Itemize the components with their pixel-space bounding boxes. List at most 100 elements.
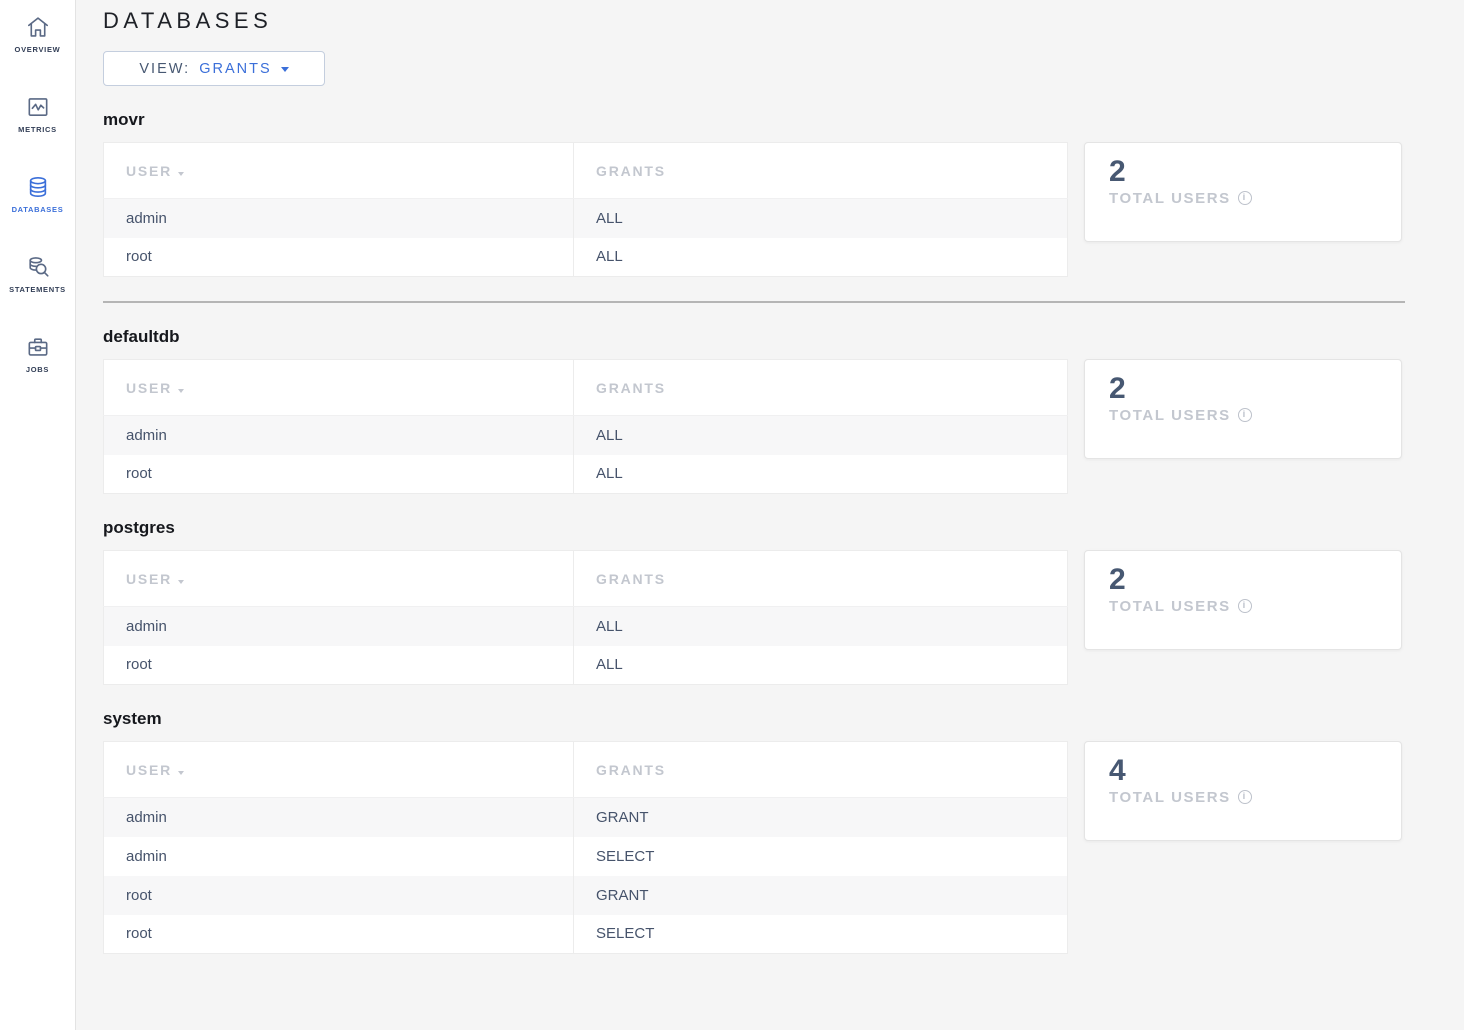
user-column-header[interactable]: USER	[103, 142, 574, 199]
grants-table: USER GRANTS admin ALL root ALL	[103, 142, 1068, 277]
info-icon[interactable]: i	[1237, 408, 1252, 422]
total-users-count: 4	[1109, 754, 1126, 787]
user-cell: admin	[103, 415, 574, 455]
grants-column-header: GRANTS	[573, 142, 1068, 199]
view-selector-value: GRANTS	[199, 60, 272, 77]
sidebar-item-label: STATEMENTS	[9, 285, 66, 294]
sidebar-item-jobs[interactable]: JOBS	[0, 328, 75, 408]
sidebar: OVERVIEW METRICS DATABASES	[0, 0, 76, 1030]
user-column-label: USER	[126, 761, 173, 778]
table-row: admin GRANT	[103, 797, 1068, 837]
view-selector-dropdown[interactable]: VIEW: GRANTS	[103, 51, 325, 86]
sidebar-item-label: OVERVIEW	[14, 45, 61, 54]
database-name: system	[103, 709, 162, 728]
total-users-label-text: TOTAL USERS	[1109, 597, 1231, 615]
table-row: root SELECT	[103, 914, 1068, 954]
grants-column-header: GRANTS	[573, 359, 1068, 416]
grants-column-header: GRANTS	[573, 741, 1068, 798]
database-name: movr	[103, 110, 145, 129]
table-row: root GRANT	[103, 875, 1068, 915]
user-cell: root	[103, 454, 574, 494]
user-column-label: USER	[126, 570, 173, 587]
database-name: defaultdb	[103, 327, 180, 346]
grants-cell: ALL	[596, 656, 623, 674]
total-users-count: 2	[1109, 155, 1126, 188]
user-column-header[interactable]: USER	[103, 741, 574, 798]
grants-column-header: GRANTS	[573, 550, 1068, 607]
table-row: admin ALL	[103, 415, 1068, 455]
user-cell: root	[103, 914, 574, 954]
chevron-down-icon	[280, 67, 289, 72]
grants-cell: ALL	[596, 248, 623, 266]
table-row: root ALL	[103, 645, 1068, 685]
table-row: admin SELECT	[103, 836, 1068, 876]
user-column-label: USER	[126, 379, 173, 396]
table-header-row: USER GRANTS	[103, 142, 1068, 199]
grants-cell: GRANT	[573, 797, 1068, 837]
sidebar-item-metrics[interactable]: METRICS	[0, 88, 75, 168]
info-icon[interactable]: i	[1237, 790, 1252, 804]
sidebar-item-label: METRICS	[18, 125, 57, 134]
total-users-label-text: TOTAL USERS	[1109, 406, 1231, 424]
total-users-count: 2	[1109, 372, 1126, 405]
sidebar-item-statements[interactable]: STATEMENTS	[0, 248, 75, 328]
info-icon[interactable]: i	[1237, 599, 1252, 613]
briefcase-icon	[25, 334, 51, 360]
section-body: USER GRANTS admin ALL root ALL 2 TOTAL USER…	[103, 142, 1464, 277]
home-icon	[25, 14, 51, 40]
table-header-row: USER GRANTS	[103, 550, 1068, 607]
statements-icon	[25, 254, 51, 280]
grants-cell: ALL	[573, 415, 1068, 455]
database-section: postgres USER GRANTS admin ALL root ALL 2 T…	[103, 518, 1464, 685]
metrics-icon	[25, 94, 51, 120]
sidebar-item-databases[interactable]: DATABASES	[0, 168, 75, 248]
total-users-label: TOTAL USERS i	[1109, 789, 1379, 806]
table-header-row: USER GRANTS	[103, 741, 1068, 798]
total-users-card: 2 TOTAL USERS i	[1084, 142, 1402, 242]
section-body: USER GRANTS admin GRANT admin SELECT root GRA…	[103, 741, 1464, 954]
database-icon	[25, 174, 51, 200]
grants-cell: ALL	[573, 198, 1068, 238]
user-cell: admin	[103, 836, 574, 876]
database-name: postgres	[103, 518, 175, 537]
total-users-label: TOTAL USERS i	[1109, 407, 1379, 424]
sort-caret-icon	[178, 388, 185, 393]
info-icon[interactable]: i	[1237, 191, 1252, 205]
section-divider	[103, 301, 1405, 303]
sections-container: movr USER GRANTS admin ALL root ALL 2 TOTAL…	[103, 110, 1464, 954]
total-users-card: 2 TOTAL USERS i	[1084, 550, 1402, 650]
main-content: DATABASES VIEW: GRANTS movr USER GRANTS …	[77, 0, 1464, 954]
total-users-card: 2 TOTAL USERS i	[1084, 359, 1402, 459]
grants-table: USER GRANTS admin ALL root ALL	[103, 359, 1068, 494]
table-header-row: USER GRANTS	[103, 359, 1068, 416]
table-row: admin ALL	[103, 606, 1068, 646]
user-cell: admin	[103, 606, 574, 646]
table-row: root ALL	[103, 454, 1068, 494]
user-column-header[interactable]: USER	[103, 359, 574, 416]
sidebar-item-overview[interactable]: OVERVIEW	[0, 8, 75, 88]
grants-cell: ALL	[573, 606, 1068, 646]
grants-table: USER GRANTS admin GRANT admin SELECT root GRA…	[103, 741, 1068, 954]
sidebar-item-label: DATABASES	[11, 205, 64, 214]
sort-caret-icon	[178, 770, 185, 775]
database-section: movr USER GRANTS admin ALL root ALL 2 TOTAL…	[103, 110, 1464, 303]
user-cell: admin	[103, 198, 574, 238]
section-body: USER GRANTS admin ALL root ALL 2 TOTAL USER…	[103, 359, 1464, 494]
total-users-label-text: TOTAL USERS	[1109, 189, 1231, 207]
table-row: root ALL	[103, 237, 1068, 277]
user-cell: root	[103, 875, 574, 915]
user-cell: root	[103, 237, 574, 277]
total-users-label-text: TOTAL USERS	[1109, 788, 1231, 806]
user-column-header[interactable]: USER	[103, 550, 574, 607]
grants-cell: GRANT	[573, 875, 1068, 915]
total-users-card: 4 TOTAL USERS i	[1084, 741, 1402, 841]
view-selector-label: VIEW:	[139, 60, 191, 77]
sort-caret-icon	[178, 171, 185, 176]
page-title: DATABASES	[103, 8, 273, 33]
table-row: admin ALL	[103, 198, 1068, 238]
database-section: defaultdb USER GRANTS admin ALL root ALL 2 …	[103, 327, 1464, 494]
user-column-label: USER	[126, 162, 173, 179]
grants-cell: SELECT	[596, 847, 655, 865]
user-cell: admin	[103, 797, 574, 837]
sidebar-item-label: JOBS	[25, 365, 50, 374]
